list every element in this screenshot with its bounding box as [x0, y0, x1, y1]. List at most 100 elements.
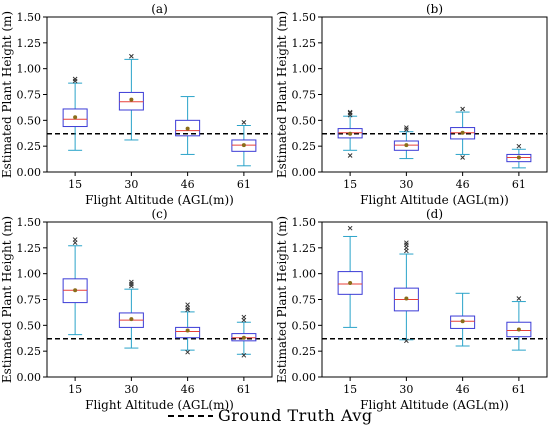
box-15	[337, 225, 363, 328]
mean-marker	[404, 143, 409, 148]
panel-title: (c)	[151, 207, 167, 221]
y-tick-label: 0.75	[17, 294, 42, 307]
box-30	[118, 279, 144, 349]
y-tick-label: 1.25	[17, 242, 42, 255]
y-axis-label: Estimated Plant Height (m)	[275, 11, 289, 178]
iqr-box	[62, 278, 88, 304]
box-46	[450, 106, 476, 160]
y-tick-label: 0.25	[17, 345, 42, 358]
mean-marker	[241, 143, 246, 148]
y-tick-label: 0.25	[17, 140, 42, 153]
mean-marker	[129, 317, 134, 322]
box-61	[506, 296, 532, 351]
box-30	[393, 240, 419, 344]
x-axis-label: Flight Altitude (AGL(m))	[360, 193, 509, 207]
iqr-box	[175, 326, 201, 339]
y-tick-label: 1.00	[17, 63, 42, 76]
outlier-marker	[347, 225, 353, 231]
iqr-box	[506, 321, 532, 338]
plot-frame	[321, 221, 548, 378]
panel-title: (a)	[151, 2, 168, 16]
mean-marker	[460, 130, 465, 135]
outlier-marker	[404, 125, 409, 130]
mean-marker	[73, 115, 78, 120]
legend: Ground Truth Avg	[168, 406, 373, 425]
outlier-marker	[347, 110, 353, 116]
mean-marker	[185, 126, 190, 131]
y-tick-label: 0.50	[292, 114, 317, 127]
x-tick-label: 15	[68, 178, 82, 191]
outlier-marker	[460, 106, 465, 112]
outlier-marker	[516, 296, 522, 301]
x-tick-label: 46	[456, 383, 470, 396]
outlier-marker	[241, 120, 247, 125]
y-tick-label: 1.00	[292, 63, 317, 76]
x-axis-label: Flight Altitude (AGL(m))	[85, 193, 234, 207]
legend-label: Ground Truth Avg	[218, 406, 373, 425]
mean-marker	[516, 327, 521, 332]
y-tick-label: 0.50	[292, 319, 317, 332]
y-tick-label: 0.75	[292, 89, 317, 102]
chart-panel-4: 0.00 0.25 0.50 0.75 1.00 1.25 1.50 15 30 46 61 (d) F…	[275, 207, 548, 412]
outlier-marker	[404, 240, 409, 246]
mean-marker	[73, 288, 78, 293]
outlier-marker	[72, 237, 78, 242]
box-15	[62, 76, 88, 151]
mean-marker	[348, 131, 353, 136]
y-tick-label: 1.25	[17, 37, 42, 50]
outlier-marker	[129, 53, 134, 59]
iqr-box	[175, 119, 201, 137]
y-tick-label: 1.25	[292, 37, 317, 50]
panel-title: (d)	[426, 207, 443, 221]
y-tick-label: 1.50	[292, 11, 317, 24]
outlier-marker	[185, 302, 190, 308]
box-61	[506, 143, 532, 169]
x-tick-label: 30	[399, 178, 413, 191]
panel-title: (b)	[426, 2, 443, 16]
iqr-box	[118, 91, 144, 111]
outlier-marker	[72, 76, 78, 82]
y-tick-label: 1.50	[17, 11, 42, 24]
iqr-box	[450, 127, 476, 140]
box-46	[450, 292, 476, 347]
box-15	[337, 109, 363, 158]
y-axis-label: Estimated Plant Height (m)	[275, 216, 289, 383]
outlier-marker	[129, 279, 134, 285]
iqr-box	[231, 139, 257, 152]
plot-frame	[321, 16, 548, 173]
y-tick-label: 1.25	[292, 242, 317, 255]
y-axis-label: Estimated Plant Height (m)	[0, 11, 14, 178]
y-tick-label: 0.50	[17, 319, 42, 332]
chart-panel-3: 0.00 0.25 0.50 0.75 1.00 1.25 1.50 15 30 46 61 (c) F…	[0, 207, 273, 412]
outlier-marker	[241, 352, 247, 358]
iqr-box	[393, 140, 419, 151]
outlier-marker	[185, 349, 190, 355]
y-tick-label: 1.50	[17, 216, 42, 229]
mean-marker	[460, 319, 465, 324]
outlier-marker	[241, 314, 247, 320]
x-tick-label: 61	[237, 178, 251, 191]
box-30	[118, 53, 144, 141]
y-tick-label: 0.75	[17, 89, 42, 102]
x-tick-label: 30	[124, 383, 138, 396]
y-axis-label: Estimated Plant Height (m)	[0, 216, 14, 383]
y-tick-label: 1.50	[292, 216, 317, 229]
iqr-box	[337, 128, 363, 139]
mean-marker	[241, 335, 246, 340]
box-46	[175, 96, 201, 155]
y-tick-label: 0.00	[17, 371, 42, 384]
y-tick-label: 0.00	[292, 166, 317, 179]
mean-marker	[348, 280, 353, 285]
box-61	[231, 314, 257, 358]
y-tick-label: 0.25	[292, 345, 317, 358]
box-61	[231, 120, 257, 167]
x-tick-label: 61	[237, 383, 251, 396]
y-tick-label: 0.00	[17, 166, 42, 179]
mean-marker	[404, 296, 409, 301]
x-tick-label: 61	[512, 383, 526, 396]
y-tick-label: 1.00	[292, 268, 317, 281]
iqr-box	[231, 333, 257, 342]
x-tick-label: 46	[181, 383, 195, 396]
plot-frame	[46, 221, 273, 378]
mean-marker	[129, 97, 134, 102]
